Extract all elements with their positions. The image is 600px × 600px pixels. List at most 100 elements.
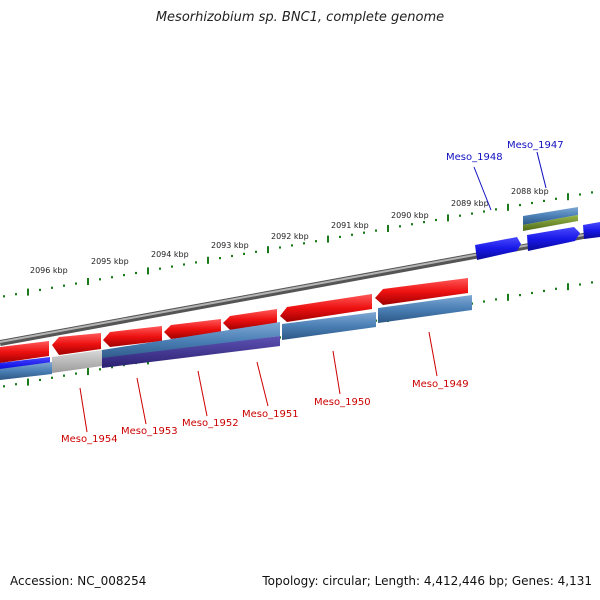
ruler-minor-tick — [351, 233, 353, 236]
ruler-major-tick — [567, 283, 569, 291]
label-leader — [428, 331, 438, 377]
ruler-minor-tick — [543, 289, 545, 292]
ruler-minor-tick — [519, 294, 521, 297]
ruler-minor-tick — [483, 210, 485, 213]
gene-feature-reverse[interactable] — [0, 341, 49, 363]
ruler-label: 2090 kbp — [391, 211, 429, 220]
gene-product-1947[interactable] — [523, 215, 578, 231]
map-title: Mesorhizobium sp. BNC1, complete genome — [155, 10, 445, 25]
ruler-minor-tick — [315, 240, 317, 243]
ruler-minor-tick — [171, 265, 173, 268]
ruler-major-tick — [447, 214, 449, 222]
accession-text: Accession: NC_008254 — [10, 574, 147, 588]
gene-feature-forward[interactable] — [583, 222, 600, 239]
ruler-minor-tick — [15, 293, 17, 296]
ruler-minor-tick — [363, 231, 365, 234]
ruler-minor-tick — [3, 295, 5, 298]
ruler-major-tick — [87, 278, 89, 285]
ruler-minor-tick — [231, 254, 233, 258]
ruler-label: 2092 kbp — [271, 232, 309, 241]
ruler-minor-tick — [375, 229, 377, 232]
gene-feature-reverse[interactable] — [102, 322, 280, 360]
gene-feature-forward[interactable] — [527, 227, 580, 251]
ruler-major-tick — [327, 235, 329, 243]
gene-label-forward[interactable]: Meso_1947 — [507, 140, 564, 151]
ruler-major-tick — [207, 256, 209, 264]
ruler-minor-tick — [471, 212, 473, 215]
gene-label-reverse[interactable]: Meso_1953 — [121, 426, 178, 437]
ruler-minor-tick — [111, 366, 113, 369]
ruler-major-tick — [387, 225, 389, 232]
outer-ruler — [3, 191, 593, 298]
ruler-major-tick — [27, 378, 29, 386]
ruler-label: 2094 kbp — [151, 250, 189, 259]
ruler-minor-tick — [591, 191, 593, 194]
label-leader — [332, 350, 341, 395]
ruler-minor-tick — [303, 242, 305, 245]
gene-feature-forward[interactable] — [475, 237, 521, 260]
ruler-minor-tick — [51, 376, 53, 379]
label-leader — [536, 151, 547, 189]
gene-product-1947[interactable] — [523, 207, 578, 225]
ruler-major-tick — [87, 368, 89, 375]
gene-label-reverse[interactable]: Meso_1949 — [412, 379, 469, 390]
gene-feature-reverse[interactable] — [52, 350, 102, 373]
gene-feature-reverse[interactable] — [52, 333, 101, 355]
ruler-minor-tick — [291, 244, 293, 247]
ruler-minor-tick — [75, 372, 77, 375]
label-leader — [256, 361, 269, 407]
ruler-major-tick — [567, 193, 569, 201]
ruler-minor-tick — [39, 288, 41, 291]
ruler-minor-tick — [579, 283, 581, 286]
ruler-minor-tick — [591, 281, 593, 284]
ruler-minor-tick — [483, 300, 485, 303]
ruler-minor-tick — [51, 286, 53, 289]
ruler-minor-tick — [75, 282, 77, 285]
gene-feature-reverse[interactable] — [0, 362, 52, 380]
ruler-label: 2096 kbp — [30, 266, 68, 275]
gene-feature-reverse[interactable] — [282, 312, 376, 340]
ruler-minor-tick — [99, 368, 101, 371]
ruler-minor-tick — [423, 221, 425, 224]
ruler-label: 2089 kbp — [451, 199, 489, 208]
ruler-minor-tick — [3, 385, 5, 388]
gene-feature-reverse[interactable] — [378, 295, 472, 323]
ruler-minor-tick — [495, 208, 497, 211]
ruler-minor-tick — [531, 291, 533, 295]
ruler-minor-tick — [123, 274, 125, 277]
ruler-minor-tick — [411, 223, 413, 226]
gene-feature-reverse[interactable] — [103, 326, 162, 347]
ruler-minor-tick — [555, 197, 557, 200]
ruler-minor-tick — [519, 204, 521, 207]
ruler-minor-tick — [531, 201, 533, 205]
ruler-label: 2088 kbp — [511, 187, 549, 196]
ruler-minor-tick — [195, 261, 197, 264]
gene-feature-reverse[interactable] — [375, 278, 468, 305]
ruler-label: 2091 kbp — [331, 221, 369, 230]
ruler-label: 2095 kbp — [91, 257, 129, 266]
ruler-minor-tick — [339, 235, 341, 238]
label-leader — [136, 377, 147, 425]
ruler-minor-tick — [63, 284, 65, 287]
ruler-minor-tick — [435, 218, 437, 222]
ruler-minor-tick — [159, 267, 161, 270]
ruler-minor-tick — [183, 263, 185, 266]
gene-label-reverse[interactable]: Meso_1951 — [242, 409, 299, 420]
ruler-minor-tick — [135, 271, 137, 275]
gene-feature-reverse[interactable] — [280, 294, 372, 322]
ruler-minor-tick — [219, 257, 221, 260]
ruler-minor-tick — [63, 374, 65, 377]
gene-label-reverse[interactable]: Meso_1954 — [61, 434, 118, 445]
ruler-major-tick — [27, 288, 29, 296]
gene-label-reverse[interactable]: Meso_1952 — [182, 418, 239, 429]
gene-label-reverse[interactable]: Meso_1950 — [314, 397, 371, 408]
ruler-minor-tick — [555, 287, 557, 290]
ruler-minor-tick — [99, 278, 101, 281]
gene-label-forward[interactable]: Meso_1948 — [446, 152, 503, 163]
ruler-major-tick — [267, 246, 269, 254]
ruler-minor-tick — [579, 193, 581, 196]
ruler-minor-tick — [495, 298, 497, 301]
label-leader — [79, 387, 88, 433]
gene-feature-reverse[interactable] — [102, 336, 280, 368]
